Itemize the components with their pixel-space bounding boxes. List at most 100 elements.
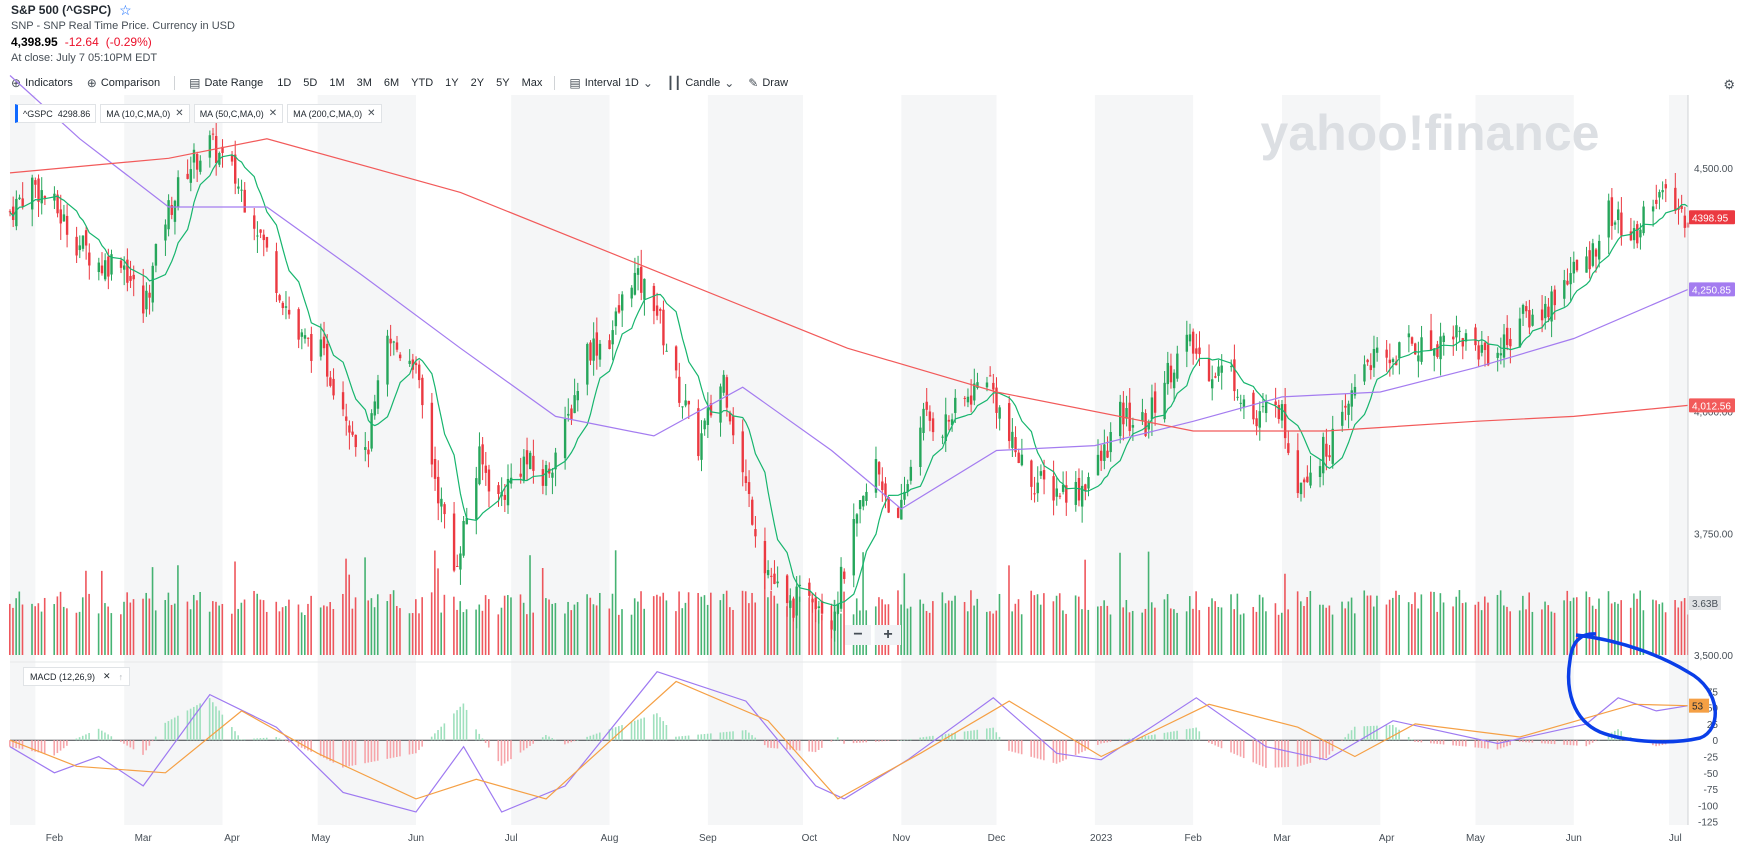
candle-body bbox=[1109, 431, 1112, 453]
macd-histogram-bar bbox=[976, 729, 979, 741]
candle-body bbox=[1597, 240, 1601, 260]
macd-histogram-bar bbox=[1687, 740, 1689, 741]
month-band bbox=[511, 95, 610, 825]
candle-body bbox=[386, 335, 389, 385]
volume-bar bbox=[256, 593, 259, 655]
candle-body bbox=[1363, 364, 1366, 382]
macd-histogram-bar bbox=[459, 706, 462, 741]
gear-icon[interactable]: ⚙ bbox=[1723, 77, 1735, 92]
volume-bar bbox=[992, 613, 994, 655]
macd-histogram-bar bbox=[706, 733, 709, 741]
legend-macd[interactable]: MACD (12,26,9) ✕ ↑ bbox=[23, 667, 131, 686]
volume-bar bbox=[192, 594, 195, 655]
candle-body bbox=[681, 406, 684, 408]
range-1d-button[interactable]: 1D bbox=[277, 77, 292, 89]
range-5y-button[interactable]: 5Y bbox=[496, 77, 510, 89]
range-ytd-button[interactable]: YTD bbox=[411, 77, 434, 89]
macd-histogram-bar bbox=[700, 734, 703, 741]
macd-panel bbox=[9, 670, 1689, 813]
macd-histogram-bar bbox=[345, 740, 347, 767]
volume-bar bbox=[376, 594, 379, 655]
volume-bar bbox=[1147, 551, 1150, 655]
volume-bar bbox=[786, 606, 788, 655]
macd-histogram-bar bbox=[240, 739, 243, 741]
close-icon[interactable]: ✕ bbox=[175, 108, 184, 119]
range-1y-button[interactable]: 1Y bbox=[445, 77, 459, 89]
legend-ma50[interactable]: MA (50,C,MA,0) ✕ bbox=[193, 104, 284, 123]
candle-body bbox=[310, 333, 313, 361]
zoom-in-button[interactable]: + bbox=[875, 625, 901, 645]
volume-tag-label: 3.63B bbox=[1692, 599, 1718, 610]
candle-body bbox=[253, 215, 256, 229]
macd-histogram-bar bbox=[1055, 740, 1058, 764]
candle-body bbox=[18, 197, 21, 200]
macd-histogram-bar bbox=[132, 740, 135, 750]
macd-histogram-bar bbox=[1610, 732, 1613, 741]
macd-histogram-bar bbox=[1553, 740, 1556, 745]
macd-histogram-bar bbox=[500, 740, 503, 766]
candle-body bbox=[573, 395, 576, 414]
candle-body bbox=[995, 387, 998, 413]
macd-histogram-bar bbox=[151, 740, 154, 742]
arrow-up-icon[interactable]: ↑ bbox=[118, 671, 124, 682]
macd-histogram-bar bbox=[925, 736, 928, 741]
volume-bar bbox=[297, 604, 300, 655]
candle-body bbox=[576, 391, 579, 401]
volume-bar bbox=[703, 595, 706, 655]
range-1m-button[interactable]: 1M bbox=[329, 77, 345, 89]
date-range-button[interactable]: ▤ Date Range bbox=[189, 76, 263, 90]
candle-body bbox=[199, 160, 202, 172]
volume-bar bbox=[1277, 614, 1280, 655]
candle-body bbox=[678, 376, 681, 403]
interval-button[interactable]: ▤ Interval 1D ⌄ bbox=[569, 76, 653, 90]
candle-body bbox=[1217, 366, 1220, 376]
candle-body bbox=[608, 340, 611, 350]
chart-type-button[interactable]: ┃┃ Candle ⌄ bbox=[667, 76, 734, 90]
star-icon[interactable]: ☆ bbox=[119, 2, 132, 18]
interval-label: Interval bbox=[584, 77, 621, 89]
volume-bar bbox=[1195, 591, 1197, 655]
candle-body bbox=[1521, 305, 1525, 314]
range-5d-button[interactable]: 5D bbox=[303, 77, 318, 89]
volume-bar bbox=[1185, 611, 1188, 655]
macd-histogram-bar bbox=[1265, 740, 1267, 768]
legend-ma10[interactable]: MA (10,C,MA,0) ✕ bbox=[100, 104, 190, 123]
macd-histogram-bar bbox=[278, 738, 281, 741]
volume-bar bbox=[1614, 602, 1616, 655]
legend-ma200[interactable]: MA (200,C,MA,0) ✕ bbox=[287, 104, 382, 123]
month-band bbox=[1668, 95, 1688, 825]
range-3m-button[interactable]: 3M bbox=[356, 77, 372, 89]
macd-histogram-bar bbox=[1636, 740, 1638, 741]
volume-bar bbox=[548, 599, 550, 655]
macd-histogram-bar bbox=[1585, 740, 1588, 747]
candle-body bbox=[808, 582, 811, 596]
macd-histogram-bar bbox=[145, 740, 147, 751]
volume-bar bbox=[618, 614, 620, 655]
indicators-button[interactable]: ⊕ Indicators bbox=[11, 76, 73, 90]
date-range-label: Date Range bbox=[204, 77, 264, 89]
draw-button[interactable]: ✎ Draw bbox=[748, 76, 788, 90]
macd-histogram-bar bbox=[88, 732, 90, 741]
close-icon[interactable]: ✕ bbox=[268, 108, 278, 119]
volume-bar bbox=[1236, 593, 1239, 655]
volume-bar bbox=[1436, 611, 1439, 655]
price-tag-box bbox=[1689, 210, 1735, 225]
range-6m-button[interactable]: 6M bbox=[383, 77, 400, 89]
candle-body bbox=[544, 464, 548, 486]
macd-histogram-bar bbox=[1569, 740, 1572, 746]
close-icon[interactable]: ✕ bbox=[103, 671, 111, 681]
close-icon[interactable]: ✕ bbox=[367, 108, 376, 119]
macd-histogram-bar bbox=[307, 740, 309, 751]
candle-body bbox=[655, 305, 659, 316]
range-max-button[interactable]: Max bbox=[521, 77, 543, 89]
zoom-out-button[interactable]: − bbox=[845, 625, 871, 645]
volume-bar bbox=[589, 597, 592, 655]
comparison-button[interactable]: ⊕ Comparison bbox=[87, 76, 160, 90]
range-2y-button[interactable]: 2Y bbox=[470, 77, 485, 89]
legend-main-series[interactable]: ^GSPC 4298.86 bbox=[15, 104, 97, 123]
macd-histogram-bar bbox=[173, 717, 176, 741]
candle-body bbox=[1658, 191, 1661, 198]
x-tick-label: Apr bbox=[1379, 833, 1395, 844]
candle-body bbox=[145, 290, 148, 310]
